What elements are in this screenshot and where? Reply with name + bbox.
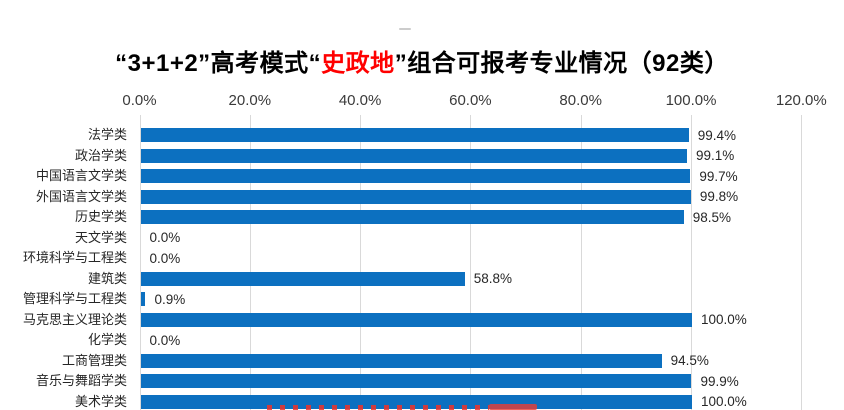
x-axis-tick: 100.0% [665,92,717,109]
category-label: 天文学类 [74,229,127,245]
value-label: 99.7% [699,168,738,184]
category-label: 历史学类 [74,209,127,224]
category-label: 外国语言文学类 [35,188,127,204]
value-label: 0.0% [149,250,181,266]
value-label: 94.5% [670,353,709,368]
bar [140,271,465,286]
gridline [470,115,472,410]
chart-title-highlight: 史政地 [321,50,395,77]
gridline [249,115,251,410]
value-label: 0.0% [149,230,181,245]
category-label: 美术学类 [74,393,127,409]
value-label: 0.0% [149,332,181,348]
chart-title-suffix: ”组合可报考专业情况（92类） [394,50,729,77]
chart-title: “3+1+2”高考模式“史政地”组合可报考专业情况（92类） [0,43,844,78]
watermark-remnant [267,405,489,410]
x-axis-tick: 60.0% [449,92,492,109]
value-label: 99.8% [699,189,739,204]
gridline [580,115,582,410]
bar [140,353,662,368]
category-label: 政治学类 [74,147,127,163]
value-label: 98.5% [692,209,731,225]
value-label: 99.1% [696,148,735,163]
bar [140,374,692,388]
category-label: 管理科学与工程类 [22,291,127,306]
bar [140,148,688,163]
gridline [139,115,141,410]
bar [140,169,691,183]
value-label: 99.4% [697,127,736,143]
category-label: 中国语言文学类 [35,168,127,183]
x-axis-tick: 0.0% [122,92,157,109]
category-label: 化学类 [87,332,127,347]
chart-title-prefix: “3+1+2”高考模式“ [115,50,322,77]
category-label: 建筑类 [87,270,127,286]
value-label: 100.0% [701,312,747,327]
gridline [691,115,692,410]
x-axis-tick: 80.0% [559,92,602,109]
x-axis-tick: 20.0% [228,92,272,109]
value-label: 58.8% [473,271,513,286]
category-label: 法学类 [87,127,127,142]
value-label: 0.9% [154,291,186,307]
x-axis-tick: 40.0% [338,92,382,109]
bar [140,210,684,224]
bar [140,312,692,327]
category-label: 工商管理类 [61,352,127,368]
x-axis-tick: 120.0% [775,92,827,109]
drag-handle-dash-icon [399,28,411,30]
category-label: 马克思主义理论类 [22,311,127,327]
category-label: 环境科学与工程类 [22,250,127,265]
gridline [360,115,362,410]
value-label: 99.9% [700,373,739,389]
watermark-remnant-block [489,404,537,410]
category-label: 音乐与舞蹈学类 [35,373,127,388]
bar [140,292,146,306]
gridline [801,115,803,410]
value-label: 100.0% [701,394,747,409]
bar [140,189,691,204]
bar [140,128,689,142]
